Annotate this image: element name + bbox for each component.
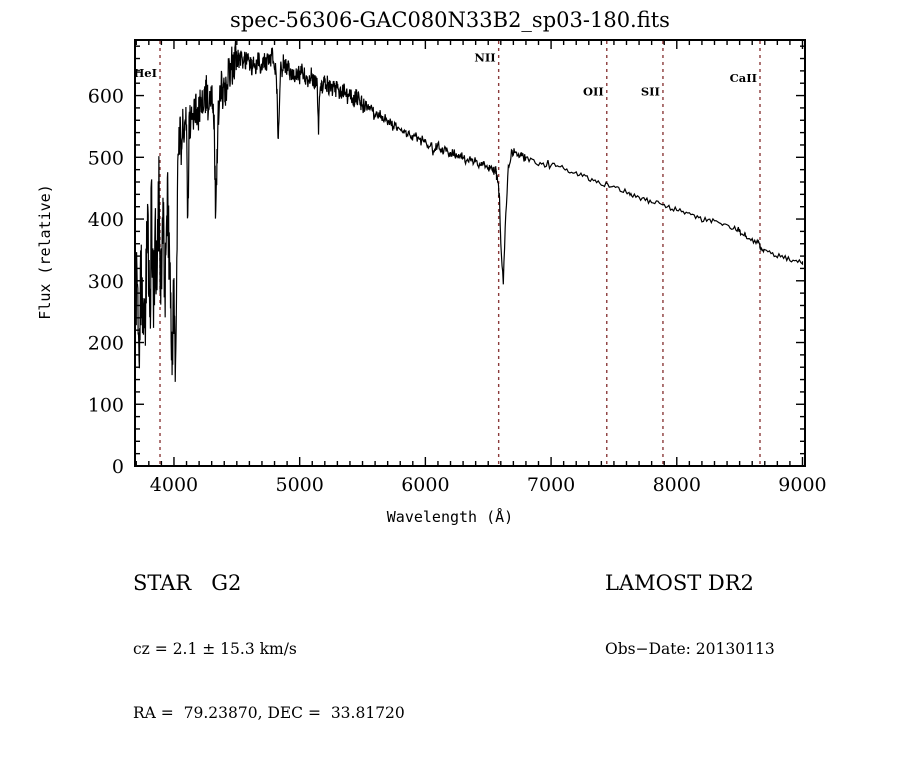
marker-label-sii: SII: [641, 85, 660, 99]
y-tick-label: 300: [88, 271, 124, 293]
plot-frame: [134, 39, 806, 467]
x-tick-label: 7000: [527, 474, 575, 496]
marker-label-oii: OII: [583, 85, 604, 99]
footer-left: STAR G2 cz = 2.1 ± 15.3 km/s RA = 79.238…: [133, 530, 593, 764]
y-tick-label: 500: [88, 147, 124, 169]
obs-date: Obs−Date: 20130113: [605, 640, 775, 658]
marker-label-nii: NII: [474, 51, 495, 65]
spectrum-trace: [135, 40, 804, 382]
y-tick-label: 0: [112, 456, 124, 478]
y-axis-label: Flux (relative): [36, 184, 54, 320]
page-title: spec-56306-GAC080N33B2_sp03-180.fits: [230, 8, 670, 32]
spectrum-plot: 4000 5000 6000 7000 8000 9000 0 100 200 300 400 500…: [88, 39, 827, 496]
x-tick-label: 9000: [778, 474, 826, 496]
survey-name: LAMOST DR2: [605, 571, 754, 595]
spectrum-figure: spec-56306-GAC080N33B2_sp03-180.fits 400…: [36, 8, 827, 722]
x-axis-label: Wavelength (Å): [386, 508, 514, 526]
x-tick-label: 6000: [401, 474, 449, 496]
redshift-value: cz = 2.1 ± 15.3 km/s: [133, 640, 297, 658]
y-tick-label: 600: [88, 86, 124, 108]
x-tick-label: 8000: [653, 474, 701, 496]
footer-right: LAMOST DR2 Obs−Date: 20130113: [605, 530, 895, 700]
y-tick-label: 400: [88, 209, 124, 231]
y-tick-label: 200: [88, 333, 124, 355]
x-tick-label: 5000: [275, 474, 323, 496]
coordinates-value: RA = 79.23870, DEC = 33.81720: [133, 704, 405, 722]
object-class: STAR G2: [133, 571, 242, 595]
y-tick-label: 100: [88, 394, 124, 416]
x-tick-label: 4000: [150, 474, 198, 496]
marker-label-hei: HeI: [133, 66, 157, 80]
marker-label-caii: CaII: [730, 71, 757, 85]
